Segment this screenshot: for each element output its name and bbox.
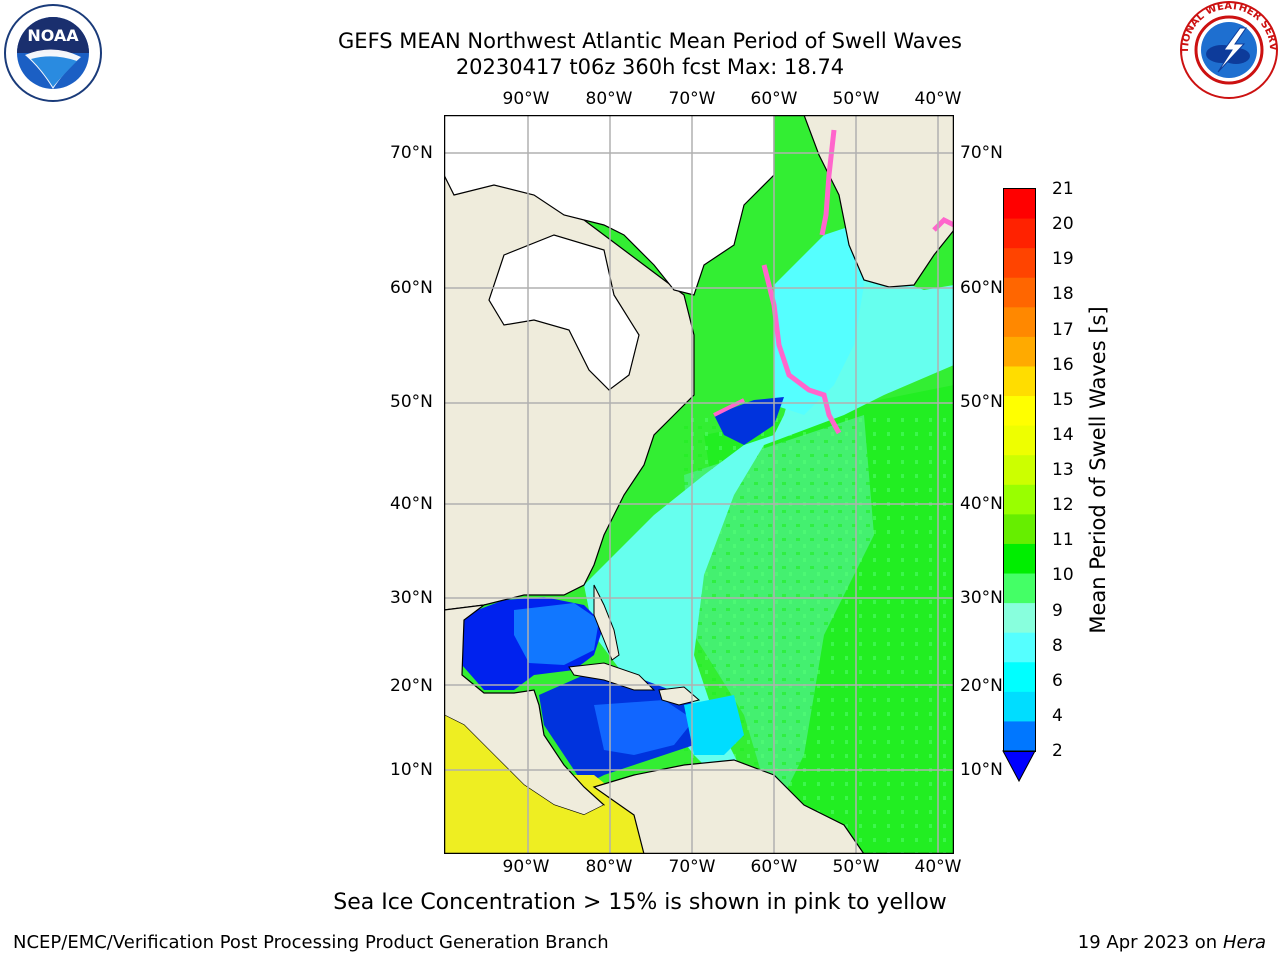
colorbar-band <box>1004 189 1035 220</box>
lat-label-left: 50°N <box>390 392 433 412</box>
colorbar-band <box>1004 603 1035 634</box>
colorbar-band <box>1004 484 1035 515</box>
colorbar-band <box>1004 543 1035 575</box>
lat-label-left: 20°N <box>390 676 433 696</box>
colorbar-band <box>1004 307 1035 338</box>
sea-ice-edge <box>761 264 842 435</box>
colorbar-tick-label: 19 <box>1052 249 1074 270</box>
map-subtitle: 20230417 t06z 360h fcst Max: 18.74 <box>455 55 845 79</box>
colorbar-band <box>1004 336 1035 367</box>
lon-label-bottom: 80°W <box>585 857 633 877</box>
nws-logo: NATIONAL WEATHER SERVICE <box>1174 0 1280 104</box>
lon-label-bottom: 50°W <box>832 857 880 877</box>
colorbar-tick-label: 21 <box>1052 179 1074 199</box>
lat-label-right: 50°N <box>960 392 1003 412</box>
credit-branch: NCEP/EMC/Verification Post Processing Pr… <box>13 932 609 953</box>
colorbar-tick-label: 13 <box>1052 460 1074 480</box>
lon-label-top: 40°W <box>914 89 962 109</box>
colorbar-band <box>1004 573 1035 604</box>
colorbar-band <box>1004 218 1035 249</box>
lat-label-left: 10°N <box>390 760 433 780</box>
gulf-st-lawrence <box>714 397 784 445</box>
lon-label-bottom: 70°W <box>668 857 716 877</box>
ice-hudson-bay <box>488 234 640 391</box>
colorbar-tick-label: 2 <box>1052 741 1063 761</box>
lat-label-right: 10°N <box>960 760 1003 780</box>
colorbar-band <box>1004 277 1035 308</box>
colorbar-band <box>1004 455 1035 486</box>
lon-label-top: 60°W <box>750 89 798 109</box>
lat-label-left: 60°N <box>390 278 433 298</box>
colorbar-tick-label: 10 <box>1052 565 1074 586</box>
graticule <box>444 115 954 854</box>
credit-date: 19 Apr 2023 on Hera <box>1077 932 1266 953</box>
lat-label-right: 60°N <box>960 278 1003 298</box>
colorbar-tick-label: 14 <box>1052 424 1074 445</box>
colorbar-band <box>1004 425 1035 456</box>
lat-label-left: 30°N <box>390 588 433 608</box>
colorbar-tick-label: 4 <box>1052 705 1063 726</box>
lat-label-right: 20°N <box>960 676 1003 696</box>
lon-label-bottom: 40°W <box>914 857 962 877</box>
colorbar-tick-label: 16 <box>1052 354 1074 375</box>
credit-machine: Hera <box>1222 932 1266 953</box>
lon-label-top: 90°W <box>502 89 550 109</box>
colorbar-tick-label: 12 <box>1052 495 1074 516</box>
colorbar-band <box>1004 691 1035 722</box>
colorbar-tick-label: 17 <box>1052 319 1074 340</box>
lon-label-bottom: 60°W <box>750 857 798 877</box>
lat-label-left: 40°N <box>390 494 433 514</box>
colorbar-band <box>1004 514 1035 545</box>
colorbar <box>1000 185 1040 789</box>
land-hispaniola <box>658 686 701 706</box>
map-title: GEFS MEAN Northwest Atlantic Mean Period… <box>338 29 962 53</box>
swell-zone-6-8s <box>584 235 954 795</box>
lon-label-top: 70°W <box>668 89 716 109</box>
colorbar-band <box>1004 248 1035 279</box>
lat-label-right: 70°N <box>960 143 1003 163</box>
colorbar-label: Mean Period of Swell Waves [s] <box>1086 306 1110 634</box>
wave-period-map <box>443 114 955 858</box>
colorbar-tick-label: 8 <box>1052 635 1063 656</box>
sea-ice-note: Sea Ice Concentration > 15% is shown in … <box>333 890 947 915</box>
colorbar-band <box>1004 662 1035 693</box>
noaa-logo: NOAA <box>3 3 103 107</box>
colorbar-band <box>1004 632 1035 663</box>
colorbar-tick-label: 9 <box>1052 600 1063 621</box>
colorbar-band <box>1004 366 1035 397</box>
lat-label-right: 30°N <box>960 588 1003 608</box>
lon-label-top: 80°W <box>585 89 633 109</box>
lat-label-right: 40°N <box>960 494 1003 514</box>
colorbar-band <box>1004 396 1035 427</box>
colorbar-tick-label: 18 <box>1052 284 1074 305</box>
colorbar-extend-arrow <box>1002 750 1036 783</box>
lon-label-bottom: 90°W <box>502 857 550 877</box>
lon-label-top: 50°W <box>832 89 880 109</box>
land-greenland <box>803 115 954 288</box>
colorbar-tick-label: 15 <box>1052 389 1074 410</box>
colorbar-tick-label: 6 <box>1052 670 1063 691</box>
land-south-america <box>592 759 865 854</box>
land-florida <box>593 584 620 661</box>
lat-label-left: 70°N <box>390 143 433 163</box>
svg-text:NOAA: NOAA <box>27 26 79 45</box>
colorbar-tick-label: 20 <box>1052 214 1074 235</box>
colorbar-band <box>1004 721 1035 752</box>
colorbar-tick-label: 11 <box>1052 530 1074 551</box>
